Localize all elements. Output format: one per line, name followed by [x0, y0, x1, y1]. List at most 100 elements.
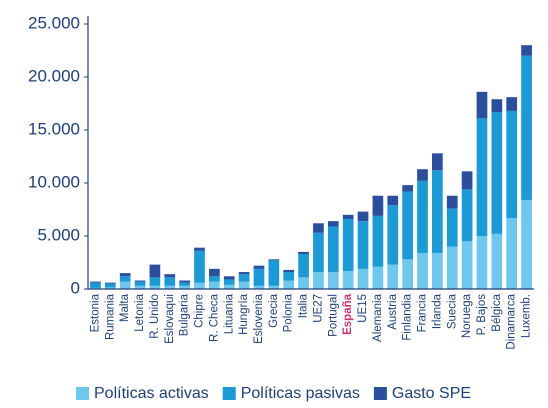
x-tick-label: Noruega — [461, 293, 473, 338]
x-tick-label: Italia — [298, 293, 310, 318]
bar-segment — [209, 281, 220, 289]
bar-segment — [298, 254, 309, 278]
x-tick-label: Francia — [417, 293, 429, 332]
bar-segment — [268, 285, 280, 289]
bar-segment — [357, 268, 369, 289]
bar-segment — [119, 273, 131, 277]
legend-swatch — [222, 387, 236, 400]
bar-segment — [223, 279, 235, 285]
bar-segment — [164, 285, 176, 289]
x-tick-label: Dinamarca — [506, 293, 518, 349]
bar-segment — [402, 191, 413, 260]
bar-segment — [432, 153, 443, 171]
bar-segment — [313, 232, 324, 273]
x-tick-label: Rumania — [104, 293, 116, 340]
bar-segment — [179, 280, 190, 283]
y-tick-label: 15.000 — [28, 119, 80, 138]
bar-segment — [283, 272, 295, 281]
bar-segment — [491, 233, 503, 289]
y-tick-label: 10.000 — [28, 172, 80, 191]
x-tick-label: Polonia — [283, 293, 295, 332]
x-tick-label: España — [342, 293, 354, 335]
bar-segment — [461, 241, 473, 289]
bar-segment — [283, 280, 295, 289]
legend-swatch — [76, 387, 89, 400]
y-tick-label: 25.000 — [28, 13, 80, 32]
x-tick-label: R. Unido — [149, 294, 161, 339]
bar-segment — [253, 265, 265, 269]
bar-segment — [342, 270, 354, 289]
bar-segment — [164, 274, 176, 278]
bar-segment — [194, 282, 205, 289]
x-tick-label: Suecia — [446, 293, 458, 329]
bar-segment — [238, 272, 250, 275]
x-tick-label: P. Bajos — [476, 294, 488, 336]
bar-segment — [90, 281, 101, 283]
bar-segment — [417, 180, 428, 253]
bar-segment — [104, 283, 116, 288]
legend-label: Políticas activas — [94, 385, 209, 402]
bar-segment — [268, 259, 280, 261]
bar-segment — [357, 221, 369, 269]
bar-segment — [104, 287, 116, 289]
bar-segment — [209, 268, 220, 277]
bar-segment — [476, 236, 488, 289]
bar-segment — [268, 260, 280, 286]
bar-segment — [149, 285, 161, 289]
x-tick-label: UE27 — [312, 294, 324, 323]
bar-segment — [506, 217, 518, 289]
x-tick-label: Portugal — [327, 294, 339, 337]
x-tick-label: Hungría — [238, 293, 250, 335]
x-tick-label: Finlandia — [402, 293, 414, 340]
bar-segment — [327, 226, 339, 273]
bar-segment — [357, 211, 369, 222]
bar-segment — [402, 259, 413, 289]
bar-segment — [179, 285, 190, 289]
x-tick-label: UE15 — [357, 294, 369, 323]
bar-segment — [179, 282, 190, 286]
bar-segment — [506, 110, 518, 218]
bar-segment — [461, 171, 473, 190]
x-tick-label: Estonia — [89, 293, 101, 332]
bar-segment — [372, 266, 384, 289]
x-tick-label: Lituania — [223, 293, 235, 334]
bar-segment — [119, 281, 131, 289]
bar-segment — [253, 268, 265, 286]
bar-segment — [283, 269, 295, 273]
bar-segment — [253, 285, 265, 289]
legend-label: Gasto SPE — [392, 385, 471, 402]
y-tick-label: 20.000 — [28, 66, 80, 85]
bar-segment — [164, 277, 176, 286]
bar-segment — [223, 276, 235, 280]
bar-segment — [372, 215, 384, 267]
bar-segment — [104, 282, 116, 284]
bar-segment — [432, 252, 443, 289]
x-tick-label: Bélgica — [491, 293, 503, 331]
y-tick-label: 0 — [71, 278, 80, 297]
bar-segment — [387, 195, 399, 206]
bar-segment — [417, 169, 428, 181]
x-tick-label: Grecia — [268, 293, 280, 327]
legend-label: Políticas pasivas — [241, 385, 360, 402]
bar-segment — [491, 99, 503, 112]
bar-segment — [134, 285, 146, 289]
bar-segment — [342, 214, 354, 220]
x-tick-label: Luxemb. — [521, 294, 533, 338]
x-tick-label: Eslovenia — [253, 293, 265, 343]
bar-segment — [327, 272, 339, 289]
bar-segment — [149, 264, 161, 278]
bar-segment — [521, 55, 532, 200]
bar-segment — [119, 276, 131, 282]
bar-segment — [476, 118, 488, 236]
bar-segment — [134, 280, 146, 282]
bar-segment — [446, 208, 458, 247]
bar-segment — [417, 252, 428, 289]
x-tick-label: Bulgaria — [179, 293, 191, 336]
x-tick-label: Chipre — [194, 294, 206, 328]
bar-segment — [521, 199, 532, 289]
bar-segment — [194, 247, 205, 251]
bar-segment — [506, 97, 518, 111]
bar-segment — [342, 219, 354, 271]
bar-segment — [446, 195, 458, 209]
bar-segment — [313, 223, 324, 233]
